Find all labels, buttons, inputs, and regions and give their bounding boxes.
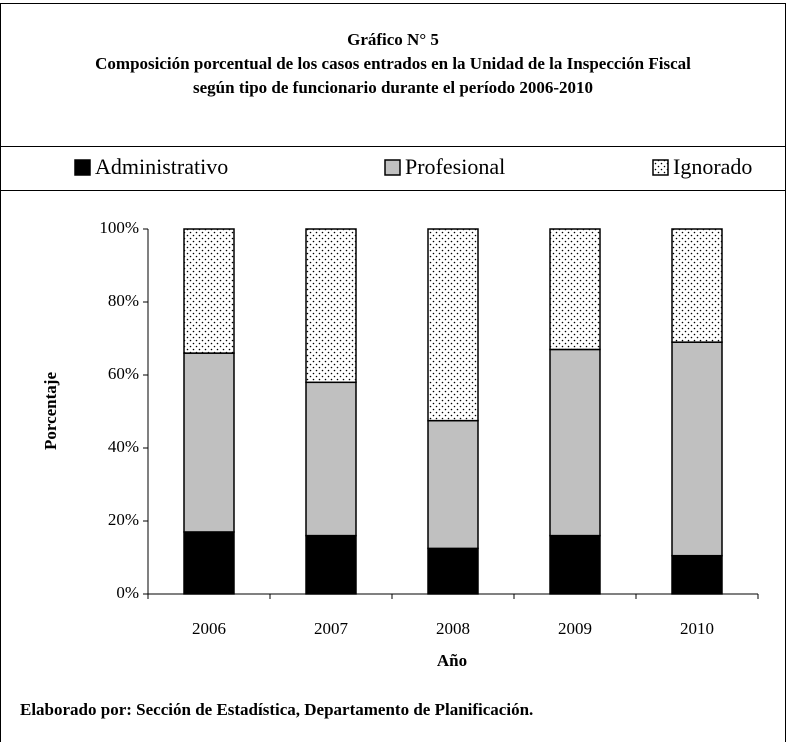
bar-segment (549, 534, 601, 595)
header: Gráfico N° 5 Composición porcentual de l… (90, 28, 696, 100)
legend-swatch (652, 159, 669, 176)
y-tick-label: 20% (108, 510, 139, 529)
x-tick-label: 2009 (558, 619, 592, 638)
bar-segment (671, 228, 723, 343)
chart-title: Gráfico N° 5 (347, 30, 439, 49)
x-tick-label: 2007 (314, 619, 349, 638)
bar-segment (183, 228, 235, 354)
bar-segment (549, 348, 601, 537)
y-tick-label: 0% (116, 583, 139, 602)
bar-segment (305, 228, 357, 384)
chart-subtitle: Composición porcentual de los casos entr… (95, 54, 691, 97)
bar-segment (671, 341, 723, 557)
y-tick-label: 100% (99, 218, 139, 237)
y-tick-label: 60% (108, 364, 139, 383)
legend-swatch (74, 159, 91, 176)
y-axis-label: Porcentaje (41, 372, 60, 450)
bar-segment (427, 547, 479, 595)
legend-label: Profesional (405, 154, 505, 179)
source-note: Elaborado por: Sección de Estadística, D… (20, 700, 533, 719)
bar-segment (305, 381, 357, 537)
x-tick-label: 2008 (436, 619, 470, 638)
y-tick-label: 80% (108, 291, 139, 310)
bar-segment (671, 554, 723, 595)
x-tick-label: 2006 (192, 619, 226, 638)
y-tick-label: 40% (108, 437, 139, 456)
bar-segment (549, 228, 601, 351)
legend-label: Administrativo (95, 154, 228, 179)
bar-segment (183, 531, 235, 595)
bar-segment (183, 352, 235, 533)
bar-segment (427, 419, 479, 550)
legend-label: Ignorado (673, 154, 752, 179)
x-axis-label: Año (437, 651, 467, 670)
bar-segment (427, 228, 479, 422)
legend-swatch (384, 159, 401, 176)
bar-segment (305, 534, 357, 595)
x-tick-label: 2010 (680, 619, 714, 638)
